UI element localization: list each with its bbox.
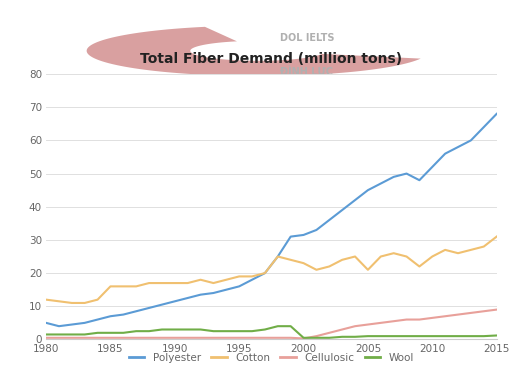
Polygon shape	[87, 27, 421, 76]
Text: ĐÌNH LỰC: ĐÌNH LỰC	[281, 65, 333, 77]
Title: Total Fiber Demand (million tons): Total Fiber Demand (million tons)	[140, 52, 402, 66]
Legend: Polyester, Cotton, Cellulosic, Wool: Polyester, Cotton, Cellulosic, Wool	[124, 349, 418, 367]
Text: DOL IELTS: DOL IELTS	[281, 33, 335, 43]
